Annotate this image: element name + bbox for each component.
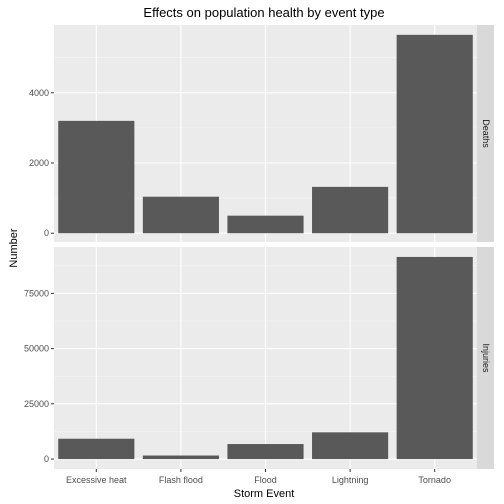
bar-injuries-flash-flood [142, 455, 219, 460]
x-tick-label: Tornado [418, 475, 451, 485]
bar-injuries-excessive-heat [58, 438, 135, 460]
y-tick-label: 0 [44, 228, 49, 238]
facet-strip-label: Deaths [481, 119, 491, 148]
x-axis-title: Storm Event [234, 488, 295, 500]
y-tick-label: 25000 [24, 399, 49, 409]
x-tick-label: Flash flood [159, 475, 203, 485]
facet-strip [477, 25, 494, 242]
y-axis-title: Number [8, 228, 20, 267]
bar-injuries-lightning [312, 432, 389, 460]
bar-deaths-lightning [312, 186, 389, 234]
bar-deaths-flash-flood [142, 196, 219, 234]
x-tick-label: Excessive heat [66, 475, 127, 485]
facet-panels: 0 2000 4000 Deaths 0 25000 50000 75000 Injuries [24, 25, 494, 469]
y-tick-label: 0 [44, 454, 49, 464]
bar-injuries-tornado [396, 256, 473, 460]
x-axis: Excessive heat Flash flood Flood Lightning T… [66, 469, 451, 485]
bar-deaths-excessive-heat [58, 120, 135, 234]
facet-strip-label: Injuries [481, 343, 491, 373]
y-tick-label: 4000 [29, 88, 49, 98]
facet-injuries: 0 25000 50000 75000 Injuries [24, 247, 494, 469]
bar-deaths-flood [227, 215, 304, 234]
x-tick-label: Flood [254, 475, 277, 485]
x-tick-label: Lightning [332, 475, 369, 485]
y-tick-label: 75000 [24, 288, 49, 298]
bar-injuries-flood [227, 444, 304, 460]
y-tick-label: 2000 [29, 158, 49, 168]
facet-deaths: 0 2000 4000 Deaths [29, 25, 494, 242]
bar-deaths-tornado [396, 34, 473, 234]
facet-strip [477, 247, 494, 469]
chart-title: Effects on population health by event ty… [143, 5, 384, 20]
y-tick-label: 50000 [24, 344, 49, 354]
